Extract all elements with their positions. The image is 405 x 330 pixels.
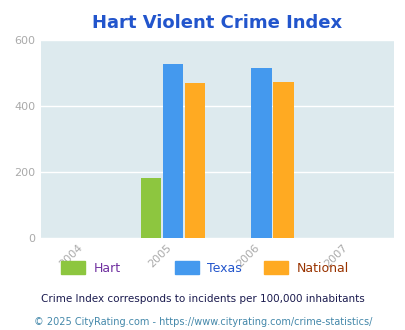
- Bar: [273, 82, 293, 238]
- Text: Crime Index corresponds to incidents per 100,000 inhabitants: Crime Index corresponds to incidents per…: [41, 294, 364, 304]
- Bar: [251, 68, 271, 238]
- Text: National: National: [296, 262, 348, 276]
- Text: Hart: Hart: [93, 262, 120, 276]
- Bar: [141, 178, 161, 238]
- Text: © 2025 CityRating.com - https://www.cityrating.com/crime-statistics/: © 2025 CityRating.com - https://www.city…: [34, 317, 371, 327]
- Title: Hart Violent Crime Index: Hart Violent Crime Index: [92, 15, 341, 32]
- Bar: [162, 64, 183, 238]
- Bar: [185, 83, 205, 238]
- Text: Texas: Texas: [207, 262, 241, 276]
